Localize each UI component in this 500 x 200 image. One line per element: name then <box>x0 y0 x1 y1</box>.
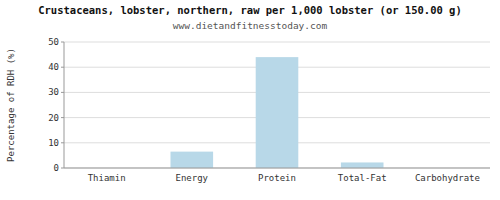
grid-line <box>64 42 490 43</box>
tick-label: 30 <box>48 87 59 97</box>
tick-label: Total-Fat <box>338 173 387 183</box>
subtitle: www.dietandfitnesstoday.com <box>173 20 328 31</box>
tick-label: 20 <box>48 113 59 123</box>
axis-label: Percentage of RDH (%) <box>6 48 16 162</box>
tick-label: 0 <box>54 163 59 173</box>
axis-line <box>64 168 490 169</box>
bar <box>256 57 299 168</box>
tick-label: Carbohydrate <box>415 173 480 183</box>
axis-line <box>64 42 65 168</box>
bar <box>171 152 214 168</box>
bars <box>171 57 384 168</box>
tick-label: 40 <box>48 62 59 72</box>
y-axis: 0 10 20 30 40 50 <box>48 37 490 173</box>
tick-label: Energy <box>176 173 209 183</box>
tick-label: Protein <box>258 173 296 183</box>
tick-label: 50 <box>48 37 59 47</box>
tick-label: Thiamin <box>88 173 126 183</box>
x-axis: Thiamin Energy Protein Total-Fat Carbohydrat… <box>64 42 490 183</box>
chart: Crustaceans, lobster, northern, raw per … <box>0 0 500 200</box>
grid-line <box>64 168 490 169</box>
bar <box>341 162 384 168</box>
title: Crustaceans, lobster, northern, raw per … <box>38 4 462 16</box>
tick-label: 10 <box>48 138 59 148</box>
